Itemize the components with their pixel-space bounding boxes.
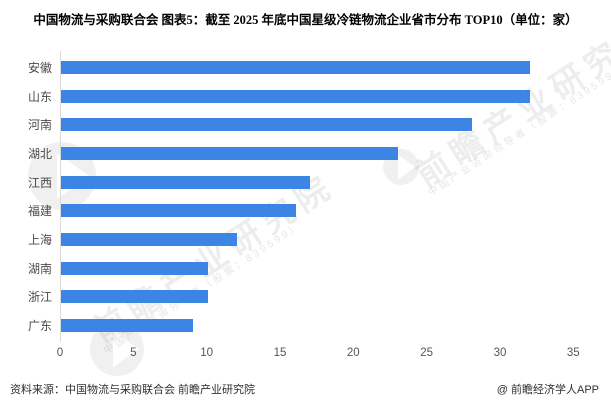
- bar-rows: 安徽山东河南湖北江西福建上海湖南浙江广东: [0, 53, 611, 340]
- bar-track: [61, 233, 611, 247]
- chart-title: 中国物流与采购联合会 图表5：截至 2025 年底中国星级冷链物流企业省市分布 …: [33, 13, 578, 27]
- category-label: 湖南: [27, 261, 52, 276]
- bar: [61, 233, 237, 247]
- category-label: 福建: [27, 204, 52, 219]
- bar: [61, 261, 208, 275]
- bar-track: [61, 204, 611, 218]
- category-label: 山东: [27, 89, 52, 104]
- bar-track: [61, 261, 611, 275]
- source-text: 资料来源：中国物流与采购联合会 前瞻产业研究院: [10, 384, 256, 396]
- bar: [61, 319, 193, 333]
- category-label: 安徽: [27, 60, 52, 75]
- bar: [61, 89, 531, 103]
- bar: [61, 290, 208, 304]
- bar: [61, 60, 531, 74]
- category-label: 浙江: [27, 290, 52, 305]
- bar: [61, 204, 296, 218]
- bar-row: 上海: [0, 225, 611, 254]
- y-axis-line: [60, 51, 61, 342]
- bar-track: [61, 290, 611, 304]
- bar-row: 福建: [0, 197, 611, 226]
- x-tick-label: 25: [420, 347, 434, 359]
- bar: [61, 118, 472, 132]
- category-label: 湖北: [27, 146, 52, 161]
- category-label: 江西: [27, 175, 52, 190]
- x-tick-label: 20: [346, 347, 360, 359]
- bar-row: 浙江: [0, 283, 611, 312]
- credit-text: @ 前瞻经济学人APP: [496, 384, 599, 396]
- bar: [61, 175, 311, 189]
- x-tick-label: 10: [200, 347, 214, 359]
- bar-row: 湖北: [0, 139, 611, 168]
- x-tick-label: 5: [130, 347, 137, 359]
- category-label: 上海: [27, 233, 52, 248]
- category-label: 广东: [27, 319, 52, 334]
- bar-row: 湖南: [0, 254, 611, 283]
- x-tick-label: 0: [56, 347, 64, 359]
- bar-track: [61, 175, 611, 189]
- bar: [61, 146, 399, 160]
- bar-row: 广东: [0, 311, 611, 340]
- x-tick-label: 35: [566, 347, 580, 359]
- bar-row: 河南: [0, 110, 611, 139]
- chart-footer: 资料来源：中国物流与采购联合会 前瞻产业研究院 @ 前瞻经济学人APP: [10, 381, 599, 397]
- x-tick-label: 15: [273, 347, 287, 359]
- bar-track: [61, 89, 611, 103]
- bar-track: [61, 319, 611, 333]
- bar-track: [61, 118, 611, 132]
- x-tick-label: 30: [493, 347, 507, 359]
- bar-track: [61, 146, 611, 160]
- bar-track: [61, 60, 611, 74]
- bar-row: 山东: [0, 82, 611, 111]
- bar-row: 江西: [0, 168, 611, 197]
- bar-row: 安徽: [0, 53, 611, 82]
- x-axis-ticks: 0 5 10 15 20 25 30 35: [0, 347, 611, 362]
- category-label: 河南: [27, 118, 52, 133]
